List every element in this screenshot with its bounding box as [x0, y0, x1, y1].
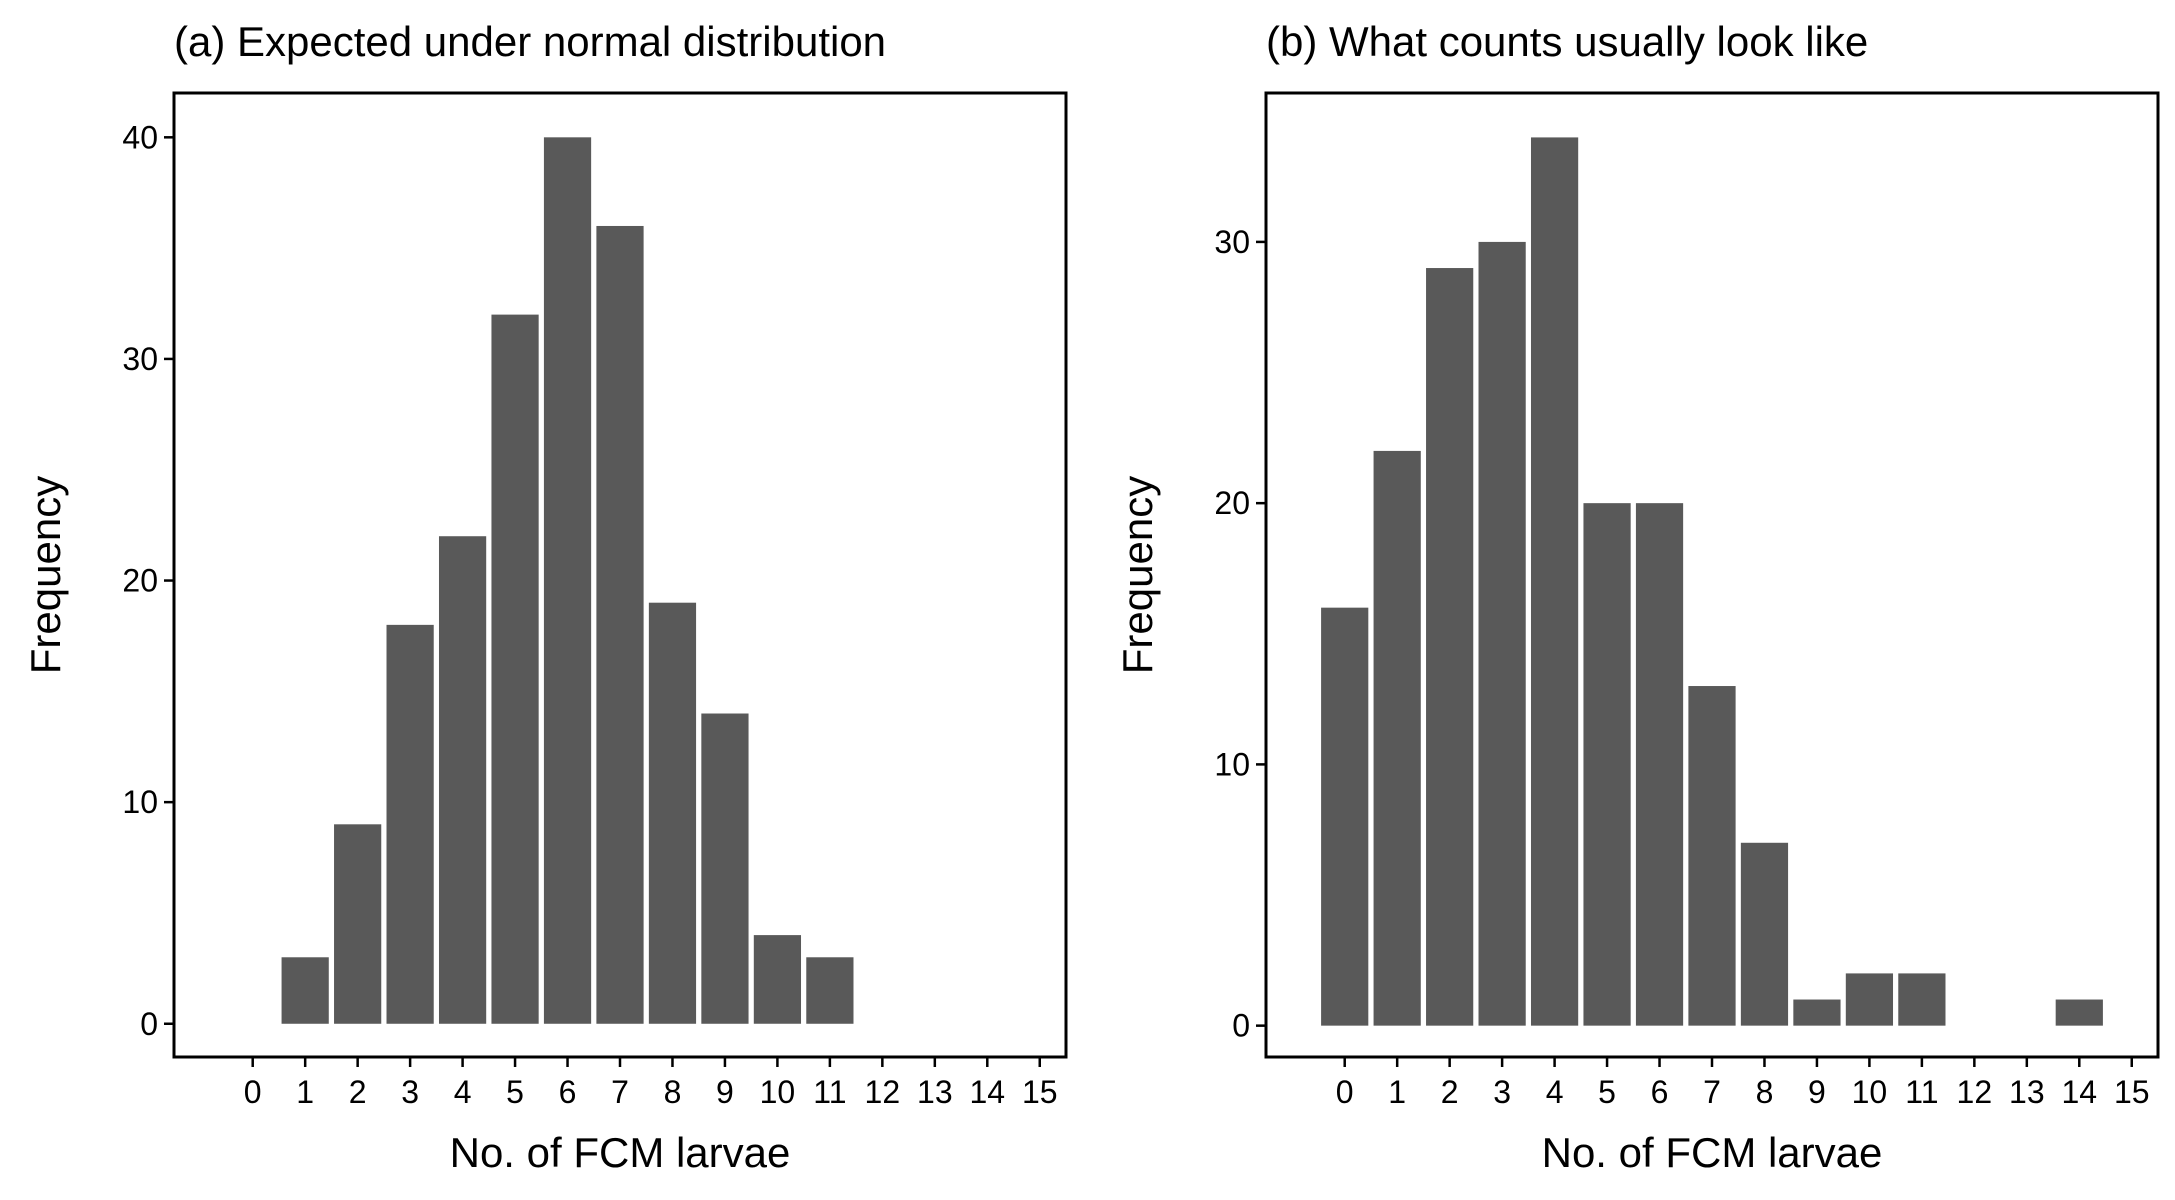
- panel-a-y-axis: 0 10 20 30 40: [122, 119, 174, 1042]
- panel-b-x-tick-label-11: 11: [1905, 1074, 1938, 1110]
- panel-b-bar-2: [1426, 268, 1474, 1026]
- panel-a-x-tick-label-13: 13: [917, 1074, 953, 1110]
- panel-a-x-axis-label: No. of FCM larvae: [450, 1129, 791, 1176]
- panel-b-x-tick-label-2: 2: [1441, 1074, 1459, 1110]
- panel-a-bar-4: [438, 536, 487, 1024]
- panel-b-x-tick-label-9: 9: [1808, 1074, 1826, 1110]
- panel-a-bar-2: [334, 824, 382, 1024]
- panel-a-x-tick-label-0: 0: [244, 1074, 262, 1110]
- panel-a-bar-1: [281, 957, 329, 1024]
- panel-b-bar-7: [1688, 686, 1736, 1026]
- panel-b-bar-14: [2055, 999, 2103, 1026]
- panel-b-x-tick-label-3: 3: [1493, 1074, 1511, 1110]
- panel-a-bar-6: [543, 137, 592, 1024]
- panel-b-bar-10: [1845, 973, 1894, 1026]
- panel-b-x-tick-label-8: 8: [1756, 1074, 1774, 1110]
- panel-b-x-tick-label-7: 7: [1703, 1074, 1721, 1110]
- panel-a-x-tick-label-15: 15: [1022, 1074, 1058, 1110]
- panel-a-x-tick-label-1: 1: [296, 1074, 314, 1110]
- panel-b: (b) What counts usually look like 010203…: [1114, 18, 2160, 1176]
- panel-b-x-axis-label: No. of FCM larvae: [1542, 1129, 1883, 1176]
- panel-b-x-tick-label-0: 0: [1336, 1074, 1354, 1110]
- panel-b-bar-1: [1373, 450, 1421, 1026]
- panel-a-bar-3: [386, 624, 434, 1024]
- panel-b-y-tick-label-20: 20: [1214, 485, 1250, 521]
- panel-b-title: (b) What counts usually look like: [1266, 18, 1868, 65]
- panel-b-bar-0: [1321, 607, 1369, 1026]
- panel-b-y-tick-label-0: 0: [1232, 1008, 1250, 1044]
- panel-b-x-tick-label-1: 1: [1388, 1074, 1406, 1110]
- panel-b-x-tick-label-13: 13: [2009, 1074, 2045, 1110]
- panel-a-x-axis: 0 1 2 3 4 5 6 7 8 9 10 11 12 13 14 15: [244, 1057, 1058, 1110]
- panel-a-x-tick-label-6: 6: [559, 1074, 577, 1110]
- panel-b-bar-6: [1635, 503, 1684, 1026]
- panel-a-x-tick-label-10: 10: [760, 1074, 796, 1110]
- panel-a-y-axis-label: Frequency: [22, 476, 69, 674]
- panel-a-y-tick-label-30: 30: [122, 341, 158, 377]
- panel-a-x-tick-label-14: 14: [969, 1074, 1005, 1110]
- panel-b-x-tick-label-15: 15: [2114, 1074, 2150, 1110]
- panel-a-x-tick-label-3: 3: [401, 1074, 419, 1110]
- panel-a-bars: [281, 137, 854, 1024]
- panel-a-bar-5: [491, 314, 539, 1024]
- panel-b-x-axis: 0 1 2 3 4 5 6 7 8 9 10 11 12 13 14 15: [1336, 1057, 2150, 1110]
- panel-a-x-tick-label-5: 5: [506, 1074, 524, 1110]
- panel-b-bar-5: [1583, 503, 1631, 1026]
- panel-a-x-tick-label-11: 11: [813, 1074, 846, 1110]
- panel-a-x-tick-label-2: 2: [349, 1074, 367, 1110]
- panel-b-y-axis: 0 10 20 30: [1214, 224, 1266, 1044]
- panel-a-bar-10: [753, 935, 802, 1024]
- panel-a-title: (a) Expected under normal distribution: [174, 18, 886, 65]
- panel-a-bar-9: [701, 713, 749, 1024]
- panel-a-y-tick-label-0: 0: [140, 1006, 158, 1042]
- panel-b-x-tick-label-4: 4: [1546, 1074, 1564, 1110]
- panel-b-y-tick-label-30: 30: [1214, 224, 1250, 260]
- panel-b-y-axis-label: Frequency: [1114, 476, 1161, 674]
- panel-a-y-tick-label-10: 10: [122, 784, 158, 820]
- panel-b-bar-11: [1898, 973, 1946, 1026]
- panel-b-bars: [1321, 137, 2103, 1026]
- panel-a-bar-7: [596, 225, 644, 1024]
- panel-a-x-tick-label-4: 4: [454, 1074, 472, 1110]
- panel-b-x-tick-label-12: 12: [1957, 1074, 1993, 1110]
- panel-b-bar-9: [1793, 999, 1841, 1026]
- panel-a-x-tick-label-9: 9: [716, 1074, 734, 1110]
- panel-a-bar-8: [648, 602, 697, 1024]
- panel-b-x-tick-label-10: 10: [1852, 1074, 1888, 1110]
- panel-b-bar-4: [1530, 137, 1579, 1026]
- panel-a-x-tick-label-8: 8: [664, 1074, 682, 1110]
- panel-b-bar-8: [1740, 842, 1789, 1026]
- panel-a-x-tick-label-7: 7: [611, 1074, 629, 1110]
- panel-a-bar-11: [806, 957, 854, 1024]
- panel-b-bar-3: [1478, 241, 1526, 1026]
- panel-a-y-tick-label-20: 20: [122, 563, 158, 599]
- panel-a: (a) Expected under normal distribution 0…: [22, 18, 1068, 1176]
- panel-a-x-tick-label-12: 12: [865, 1074, 901, 1110]
- panel-b-x-tick-label-14: 14: [2061, 1074, 2097, 1110]
- panel-a-y-tick-label-40: 40: [122, 119, 158, 155]
- panel-b-x-tick-label-6: 6: [1651, 1074, 1669, 1110]
- panel-b-x-tick-label-5: 5: [1598, 1074, 1616, 1110]
- panel-b-y-tick-label-10: 10: [1214, 746, 1250, 782]
